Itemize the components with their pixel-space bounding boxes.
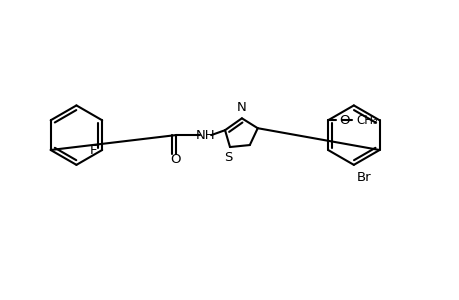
Text: NH: NH <box>195 129 214 142</box>
Text: N: N <box>236 101 246 114</box>
Text: F: F <box>90 143 97 157</box>
Text: O: O <box>338 114 349 127</box>
Text: S: S <box>224 152 232 164</box>
Text: Br: Br <box>356 171 370 184</box>
Text: CH₃: CH₃ <box>356 114 378 127</box>
Text: O: O <box>170 153 180 167</box>
